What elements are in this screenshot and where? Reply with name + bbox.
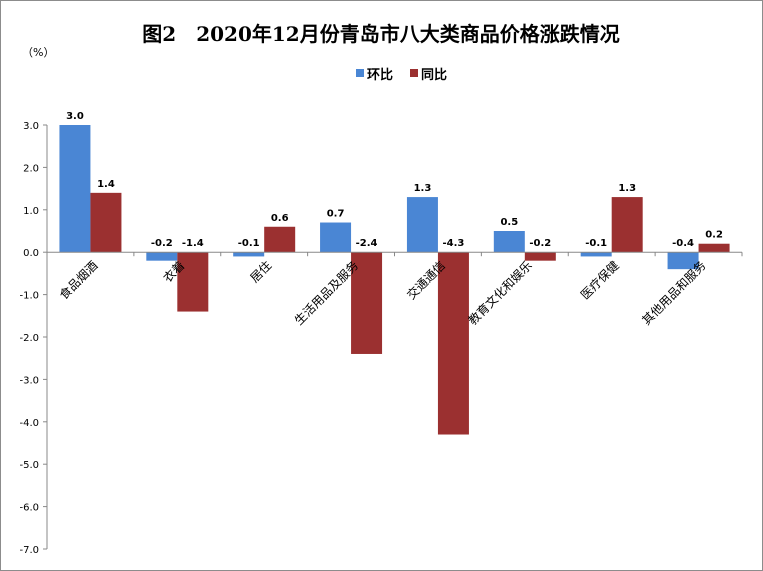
legend-label: 同比 [421, 67, 447, 83]
bar-yoy [264, 226, 296, 253]
legend-swatch [410, 69, 418, 77]
y-tick-label: -6.0 [19, 503, 39, 514]
bar-yoy [351, 252, 383, 354]
legend: 环比 同比 [356, 67, 447, 83]
bar-mom [667, 252, 699, 270]
y-tick-label: -5.0 [19, 460, 39, 471]
data-label: -0.2 [529, 238, 551, 249]
legend-label: 环比 [367, 67, 393, 83]
category-label: 食品烟酒 [56, 258, 101, 303]
data-label: 0.7 [327, 209, 345, 220]
bar-yoy [437, 252, 469, 435]
data-label: 0.6 [271, 213, 289, 224]
y-axis-unit: （%） [22, 46, 54, 59]
category-label: 居住 [247, 258, 274, 285]
bar-yoy [177, 252, 209, 312]
y-tick-label: 0.0 [23, 248, 39, 259]
category-label: 教育文化和娱乐 [465, 258, 535, 328]
data-label: 0.2 [705, 230, 723, 241]
category-label: 生活用品及服务 [291, 258, 361, 328]
data-label: 3.0 [66, 111, 84, 122]
legend-swatch [356, 69, 364, 77]
y-tick-label: -7.0 [19, 545, 39, 556]
bar-yoy [90, 192, 122, 253]
y-tick-label: 3.0 [23, 121, 39, 132]
y-tick-label: -4.0 [19, 418, 39, 429]
y-tick-label: 1.0 [23, 206, 39, 217]
bar-yoy [611, 197, 643, 253]
chart-title: 图2 2020年12月份青岛市八大类商品价格涨跌情况 [142, 22, 619, 46]
bar-mom [233, 252, 265, 257]
data-label: 0.5 [500, 217, 518, 228]
category-label: 医疗保健 [578, 258, 622, 302]
bar-mom [59, 125, 91, 253]
bar-mom [146, 252, 178, 261]
data-label: 1.3 [618, 183, 636, 194]
data-label: -0.4 [672, 238, 694, 249]
y-tick-label: -2.0 [19, 333, 39, 344]
bar-mom [320, 222, 352, 253]
y-tick-label: -3.0 [19, 375, 39, 386]
data-label: -2.4 [356, 238, 378, 249]
y-tick-label: -1.0 [19, 291, 39, 302]
data-label: -0.1 [585, 238, 607, 249]
bar-mom [406, 197, 438, 253]
data-label: -1.4 [182, 238, 204, 249]
bars-group: 3.0 -0.2 -0.1 0.7 1.3 0.5 -0.1 -0.4 1.4 -1.4 0.6 -2… [59, 111, 730, 435]
bar-mom [580, 252, 612, 257]
data-label: -4.3 [443, 238, 465, 249]
y-tick-label: 2.0 [23, 163, 39, 174]
data-label: -0.2 [151, 238, 173, 249]
data-label: 1.4 [97, 179, 115, 190]
data-label: 1.3 [414, 183, 432, 194]
bar-mom [493, 231, 525, 253]
bar-yoy [698, 243, 730, 253]
data-label: -0.1 [238, 238, 260, 249]
bar-yoy [524, 252, 556, 261]
